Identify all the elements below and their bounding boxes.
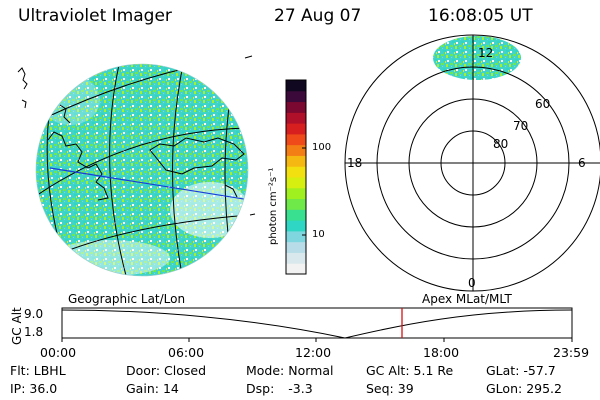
polar-lat-70: 70 — [513, 119, 529, 133]
colorbar-swatch — [286, 220, 306, 232]
info-flt: Flt: LBHL — [10, 363, 66, 378]
polar-lat-60: 60 — [535, 97, 551, 111]
info-label: IP: — [10, 381, 26, 396]
timeline-xtick-2359: 23:59 — [553, 345, 590, 360]
info-label: Door: — [126, 363, 161, 378]
image-time: 16:08:05 UT — [428, 6, 533, 26]
image-date: 27 Aug 07 — [274, 6, 362, 26]
info-value: Closed — [164, 363, 207, 378]
info-value: LBHL — [33, 363, 66, 378]
timeline-xtick-0000: 00:00 — [40, 345, 77, 360]
colorbar-tick-100: 100 — [312, 142, 332, 153]
colorbar-swatch — [286, 209, 306, 221]
info-ip: IP: 36.0 — [10, 381, 57, 396]
colorbar-swatch — [286, 230, 306, 243]
timeline-xtick-1200: 12:00 — [295, 345, 332, 360]
colorbar-tick-10: 10 — [312, 229, 325, 240]
polar-mlt-0: 0 — [468, 276, 476, 290]
colorbar-swatch — [286, 123, 306, 135]
info-label: Mode: — [246, 363, 285, 378]
info-label: Seq: — [366, 381, 394, 396]
info-seq: Seq: 39 — [366, 381, 414, 396]
instrument-title: Ultraviolet Imager — [18, 6, 172, 26]
info-gcalt: GC Alt: 5.1 Re — [366, 363, 453, 378]
info-value: -57.7 — [523, 363, 556, 378]
colorbar-swatch — [286, 80, 306, 92]
info-gain: Gain: 14 — [126, 381, 179, 396]
info-glat: GLat: -57.7 — [486, 363, 556, 378]
colorbar-swatch — [286, 90, 306, 103]
info-value: 39 — [397, 381, 414, 396]
timeline-xtick-1800: 18:00 — [423, 345, 460, 360]
colorbar-swatch — [286, 112, 306, 124]
info-value: 14 — [162, 381, 179, 396]
info-label: GC Alt: — [366, 363, 410, 378]
info-label: GLat: — [486, 363, 520, 378]
info-door: Door: Closed — [126, 363, 206, 378]
colorbar-swatch — [286, 133, 306, 146]
info-value: -3.3 — [288, 381, 313, 396]
info-value: 36.0 — [29, 381, 58, 396]
info-label: Gain: — [126, 381, 159, 396]
timeline-xtick-0600: 06:00 — [168, 345, 205, 360]
colorbar-swatch — [286, 155, 306, 167]
info-glon: GLon: 295.2 — [486, 381, 562, 396]
info-value: 5.1 Re — [413, 363, 454, 378]
colorbar-swatch — [286, 144, 306, 156]
earth-disk — [36, 64, 248, 276]
colorbar-swatch — [286, 198, 306, 210]
info-label: GLon: — [486, 381, 523, 396]
info-dsp: Dsp: -3.3 — [246, 381, 313, 396]
polar-mlt-6: 6 — [578, 156, 586, 170]
info-label: Flt: — [10, 363, 30, 378]
colorbar-swatch — [286, 166, 306, 178]
geographic-label: Geographic Lat/Lon — [68, 292, 186, 306]
apex-label: Apex MLat/MLT — [422, 292, 512, 306]
info-mode: Mode: Normal — [246, 363, 334, 378]
colorbar-swatch — [286, 263, 306, 275]
timeline-ytick-max: 9.0 — [24, 307, 44, 321]
polar-lat-80: 80 — [493, 137, 509, 151]
colorbar-swatch — [286, 187, 306, 200]
colorbar-swatch — [286, 241, 306, 253]
colorbar-swatch — [286, 252, 306, 264]
colorbar-swatch — [286, 177, 306, 189]
timeline-ytick-min: 1.8 — [24, 325, 44, 339]
info-value: Normal — [288, 363, 334, 378]
polar-mlt-12: 12 — [478, 46, 494, 60]
info-label: Dsp: — [246, 381, 275, 396]
info-value: 295.2 — [526, 381, 562, 396]
polar-mlt-18: 18 — [347, 156, 363, 170]
colorbar-swatch — [286, 101, 306, 113]
